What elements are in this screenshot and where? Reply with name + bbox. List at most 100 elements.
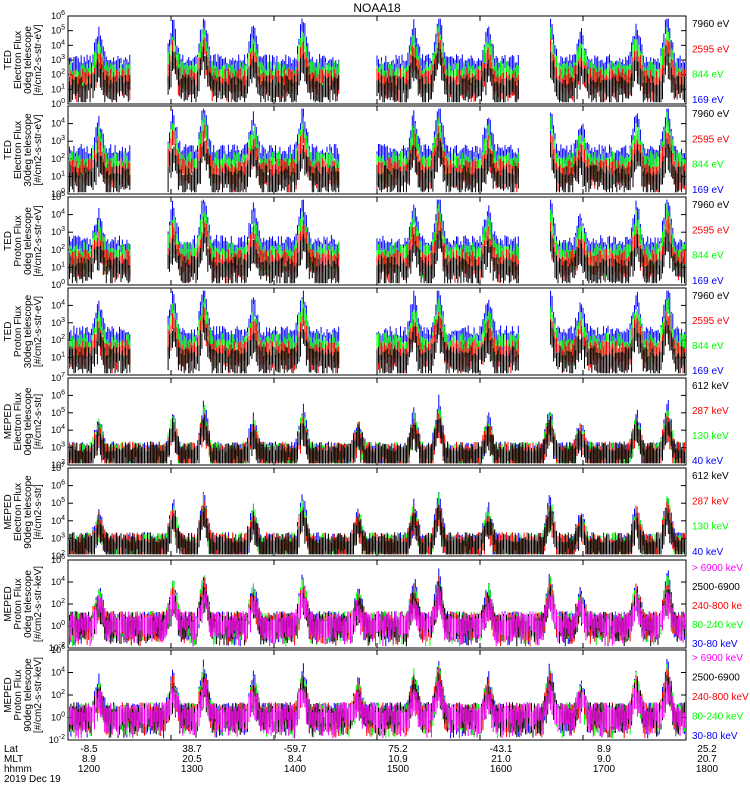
traces — [68, 568, 685, 647]
ylabel-line: MEPED — [3, 494, 14, 530]
ylabel-line: [#/cm2-s-str-eV] — [33, 296, 44, 367]
ylabel-line: Proton Flux — [13, 215, 24, 266]
panel-2: TED Electron Flux 30deg telescope [#/cm2-s-… — [3, 105, 730, 199]
traces — [68, 290, 685, 374]
footer-mlt: 21.0 — [491, 754, 511, 765]
ytick-label: 101 — [51, 352, 65, 363]
ylabel-line: 90deg telescope — [23, 658, 34, 732]
footer-hhmm: 1200 — [78, 764, 101, 775]
legend-entry: 30-80 keV — [692, 639, 738, 650]
legend-entry: 844 eV — [692, 70, 724, 81]
ytick-label: 107 — [51, 372, 65, 383]
legend-entry: 169 eV — [692, 185, 724, 196]
ytick-label: 104 — [51, 118, 65, 129]
footer-lat: -59.7 — [284, 744, 307, 755]
footer-mlt: 8.9 — [82, 754, 96, 765]
ytick-label: 101 — [51, 261, 65, 272]
trace-000000 — [68, 132, 685, 193]
ytick-label: 100 — [51, 712, 65, 723]
legend-entry: 240-800 keV — [692, 692, 749, 703]
ytick-label: 102 — [51, 689, 65, 700]
footer-hhmm: 1600 — [490, 764, 513, 775]
legend-entry: 7960 eV — [692, 200, 730, 211]
trace-000000 — [68, 316, 685, 374]
ytick-label: 10-2 — [49, 734, 65, 745]
legend-entry: 287 keV — [692, 496, 729, 507]
figure-title: NOAA18 — [353, 1, 401, 15]
ylabel-line: Proton Flux — [13, 669, 24, 720]
legend-entry: 612 keV — [692, 381, 729, 392]
ytick-label: 100 — [51, 188, 65, 199]
panel-8: MEPED Proton Flux 90deg telescope [#/cm2-s-… — [3, 644, 749, 745]
footer-row-label: hhmm — [4, 764, 32, 775]
ylabel-line: 90deg telescope — [23, 475, 34, 549]
footer-row-label: MLT — [4, 754, 23, 765]
panel-1: TED Electron Flux 0deg telescope [#/cm2-s-s… — [3, 10, 730, 109]
ylabel-line: [#/cm2-s-str-keV] — [33, 566, 44, 642]
ytick-label: 106 — [51, 480, 65, 491]
panel-7: MEPED Proton Flux 0deg telescope [#/cm2-s-s… — [3, 554, 743, 653]
trace-000000 — [68, 42, 685, 103]
ylabel-line: MEPED — [3, 677, 14, 713]
trace-ff00ff — [68, 678, 685, 739]
ytick-label: 103 — [51, 226, 65, 237]
traces — [68, 492, 685, 555]
footer-lat: 8.9 — [597, 744, 611, 755]
footer-lat: 38.7 — [182, 744, 202, 755]
traces — [68, 18, 685, 103]
footer-lat: -43.1 — [490, 744, 513, 755]
ylabel-line: [#/cm2-s-str-eV] — [33, 114, 44, 185]
trace-000000 — [68, 414, 685, 464]
ylabel-line: 30deg telescope — [23, 294, 34, 368]
legend-entry: 2595 eV — [692, 316, 730, 327]
ytick-label: 102 — [51, 244, 65, 255]
ytick-label: 102 — [51, 459, 65, 470]
ytick-label: 103 — [51, 54, 65, 65]
panel-3: TED Proton Flux 0deg telescope [#/cm2-s-str… — [3, 191, 730, 290]
traces — [68, 394, 685, 464]
ytick-label: 102 — [51, 598, 65, 609]
panel-5: MEPED Electron Flux 0deg telescope [#/cm2-s… — [3, 372, 729, 470]
ylabel-line: 0deg telescope — [23, 387, 34, 455]
ytick-label: 105 — [51, 25, 65, 36]
traces — [68, 659, 685, 739]
ylabel-line: 30deg telescope — [23, 113, 34, 187]
legend-entry: 844 eV — [692, 341, 724, 352]
ytick-label: 100 — [51, 279, 65, 290]
ytick-label: 102 — [51, 334, 65, 345]
footer-hhmm: 1300 — [181, 764, 204, 775]
footer-hhmm: 1500 — [387, 764, 410, 775]
ytick-label: 106 — [51, 10, 65, 21]
ylabel-line: Proton Flux — [13, 306, 24, 357]
ytick-label: 106 — [51, 644, 65, 655]
panel-6: MEPED Electron Flux 90deg telescope [#/cm2-… — [3, 462, 729, 561]
panel-4: TED Proton Flux 30deg telescope [#/cm2-s-st… — [3, 287, 730, 377]
trace-ff00ff — [68, 587, 685, 647]
ytick-label: 100 — [51, 98, 65, 109]
ylabel-line: TED — [3, 140, 14, 160]
ytick-label: 102 — [51, 153, 65, 164]
ylabel-line: [#/cm2-s-str] — [33, 394, 44, 450]
legend-entry: 2595 eV — [692, 225, 730, 236]
ytick-label: 103 — [51, 442, 65, 453]
ylabel-line: Electron Flux — [13, 483, 24, 541]
footer-lat: -8.5 — [80, 744, 98, 755]
ytick-label: 103 — [51, 135, 65, 146]
ytick-label: 104 — [51, 515, 65, 526]
ylabel-line: [#/cm2-s-str] — [33, 484, 44, 540]
legend-entry: 130 keV — [692, 522, 729, 533]
ytick-label: 101 — [51, 170, 65, 181]
legend-entry: 240-800 ke — [692, 601, 742, 612]
ytick-label: 104 — [51, 39, 65, 50]
ytick-label: 104 — [51, 209, 65, 220]
legend-entry: > 6900 keV — [692, 563, 743, 574]
footer-lat: 25.2 — [697, 744, 717, 755]
traces — [68, 199, 685, 284]
ylabel-line: 0deg telescope — [23, 26, 34, 94]
legend-entry: 2500-6900 — [692, 582, 740, 593]
ytick-label: 100 — [51, 620, 65, 631]
ylabel-line: 0deg telescope — [23, 207, 34, 275]
ytick-label: 106 — [51, 554, 65, 565]
